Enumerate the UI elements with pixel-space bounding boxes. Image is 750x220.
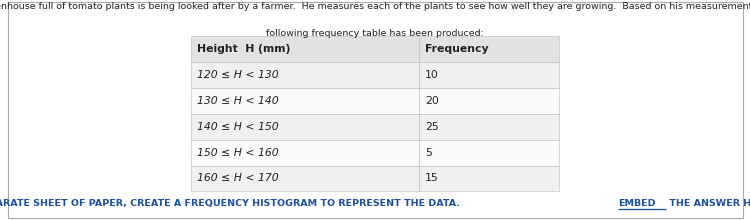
- FancyBboxPatch shape: [191, 62, 419, 88]
- FancyBboxPatch shape: [191, 165, 419, 191]
- Text: Height  H (mm): Height H (mm): [197, 44, 291, 54]
- Text: following frequency table has been produced:: following frequency table has been produ…: [266, 29, 484, 38]
- Text: 160 ≤ H < 170: 160 ≤ H < 170: [197, 174, 279, 183]
- FancyBboxPatch shape: [191, 36, 419, 62]
- FancyBboxPatch shape: [419, 36, 559, 62]
- FancyBboxPatch shape: [191, 114, 419, 140]
- FancyBboxPatch shape: [419, 165, 559, 191]
- Text: 25: 25: [425, 122, 439, 132]
- Text: 150 ≤ H < 160: 150 ≤ H < 160: [197, 148, 279, 158]
- Text: 20: 20: [425, 96, 439, 106]
- Text: 10: 10: [425, 70, 439, 80]
- Text: A greenhouse full of tomato plants is being looked after by a farmer.  He measur: A greenhouse full of tomato plants is be…: [0, 2, 750, 11]
- FancyBboxPatch shape: [419, 62, 559, 88]
- Text: Frequency: Frequency: [425, 44, 489, 54]
- FancyBboxPatch shape: [419, 114, 559, 140]
- FancyBboxPatch shape: [419, 88, 559, 114]
- Text: ON  A SEPARATE SHEET OF PAPER, CREATE A FREQUENCY HISTOGRAM TO REPRESENT THE DAT: ON A SEPARATE SHEET OF PAPER, CREATE A F…: [0, 199, 466, 208]
- Text: 140 ≤ H < 150: 140 ≤ H < 150: [197, 122, 279, 132]
- Text: EMBED: EMBED: [618, 199, 656, 208]
- Text: 130 ≤ H < 140: 130 ≤ H < 140: [197, 96, 279, 106]
- Text: THE ANSWER HERE.: THE ANSWER HERE.: [667, 199, 750, 208]
- FancyBboxPatch shape: [191, 140, 419, 165]
- FancyBboxPatch shape: [191, 88, 419, 114]
- Text: 5: 5: [425, 148, 432, 158]
- Text: 15: 15: [425, 174, 439, 183]
- FancyBboxPatch shape: [419, 140, 559, 165]
- Text: 120 ≤ H < 130: 120 ≤ H < 130: [197, 70, 279, 80]
